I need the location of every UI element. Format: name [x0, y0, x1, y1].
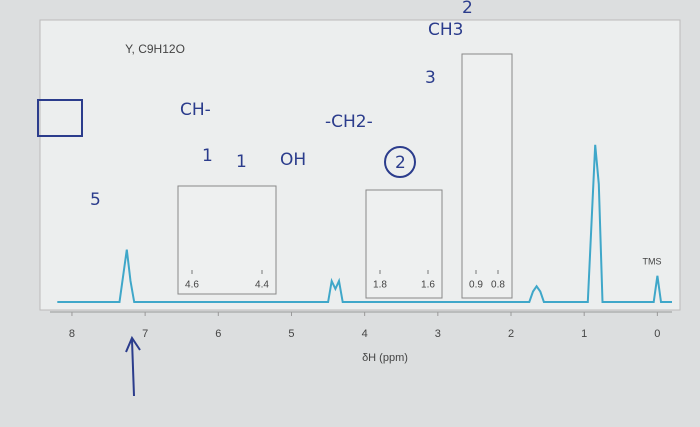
x-tick-label: 1	[581, 328, 587, 340]
inset-box	[365, 189, 443, 299]
x-tick-label: 8	[69, 328, 75, 340]
annotation: 3	[425, 68, 436, 88]
x-tick-label: 5	[288, 328, 294, 340]
inset-box	[177, 185, 277, 295]
benzene-sketch	[37, 99, 83, 137]
annotation: 2	[462, 0, 473, 18]
annotation: CH3	[428, 20, 463, 40]
spectrum-line	[57, 144, 672, 303]
annotation: -CH2-	[325, 112, 373, 132]
inset-tick-label: 4.6	[185, 280, 199, 291]
inset-tick-label: 0.9	[469, 280, 483, 291]
x-tick-label: 6	[215, 328, 221, 340]
annotation: 1	[236, 152, 247, 172]
annotation-circle	[384, 146, 416, 178]
x-tick-label: 4	[362, 328, 368, 340]
chart-title: Y, C9H12O	[125, 42, 185, 56]
arrow-sketch	[125, 335, 141, 397]
inset-box	[461, 53, 513, 299]
inset-tick-label: 1.6	[421, 280, 435, 291]
annotation: 1	[202, 146, 213, 166]
x-tick-label: 0	[654, 328, 660, 340]
x-tick-label: 3	[435, 328, 441, 340]
inset-tick-label: 4.4	[255, 280, 269, 291]
x-tick-label: 2	[508, 328, 514, 340]
peak-label: TMS	[643, 256, 662, 266]
inset-tick-label: 0.8	[491, 280, 505, 291]
x-tick-label: 7	[142, 328, 148, 340]
annotation: 2	[395, 153, 406, 173]
inset-tick-label: 1.8	[373, 280, 387, 291]
x-axis-label: δH (ppm)	[362, 352, 408, 364]
inset-ticks: 4.6 4.4 1.8 1.6 0.9 0.8	[185, 270, 505, 291]
plot-frame	[39, 19, 681, 311]
annotation: OH	[280, 150, 306, 170]
annotation: 5	[90, 190, 101, 210]
annotation: CH-	[180, 100, 211, 120]
